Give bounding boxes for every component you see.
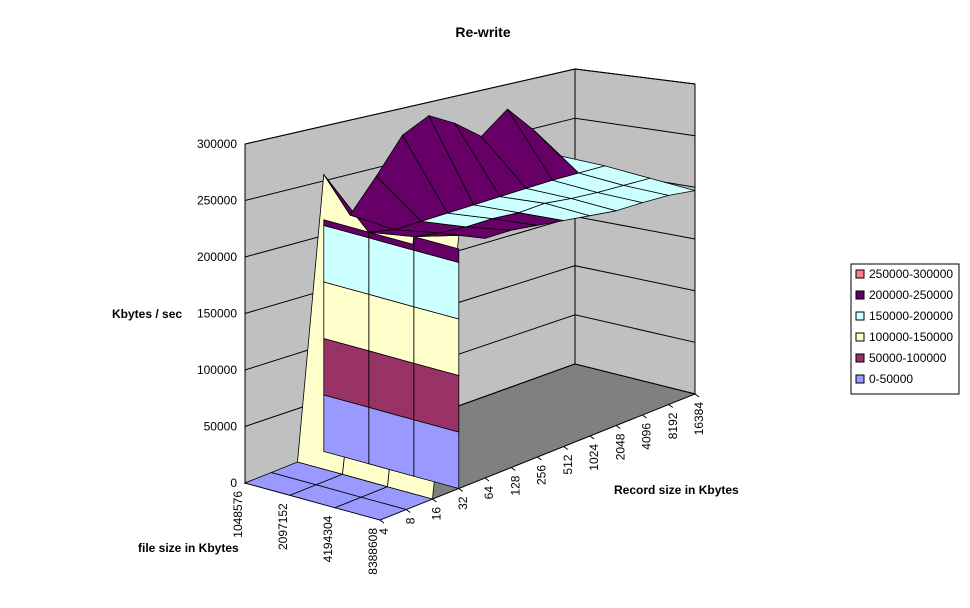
legend-swatch (855, 311, 865, 321)
legend: 250000-300000 200000-250000 150000-200000 1… (850, 263, 960, 395)
x-tick-label: 8 (403, 517, 417, 524)
legend-swatch (855, 332, 865, 342)
x-tick-mark (694, 393, 700, 398)
x-tick-mark (405, 509, 411, 513)
x-tick-label: 128 (508, 475, 522, 495)
x-tick-mark (537, 456, 542, 461)
x-tick-mark (484, 477, 490, 482)
legend-label: 150000-200000 (869, 309, 953, 323)
y-tick-label: 4194304 (321, 515, 335, 562)
surface-plot (243, 108, 696, 521)
legend-label: 100000-150000 (869, 330, 953, 344)
x-tick-mark (563, 446, 569, 450)
legend-swatch (855, 269, 865, 279)
x-tick-label: 16384 (692, 402, 706, 436)
x-tick-mark (642, 414, 647, 419)
x-tick-mark (668, 404, 674, 408)
x-tick-label: 2048 (613, 433, 627, 460)
z-gridline (244, 68, 696, 145)
z-tick-label: 300000 (197, 137, 237, 151)
surface-cell (623, 177, 696, 196)
surface-face (413, 236, 460, 264)
y-axis-title: file size in Kbytes (138, 541, 239, 555)
x-tick-label: 32 (456, 496, 470, 510)
surface-face (323, 219, 370, 239)
x-axis-title: Record size in Kbytes (614, 483, 739, 497)
x-tick-label: 64 (482, 486, 496, 500)
x-tick-mark (510, 467, 516, 471)
x-tick-label: 512 (561, 454, 575, 474)
z-tick-label: 200000 (197, 250, 237, 264)
legend-label: 50000-100000 (869, 351, 947, 365)
x-tick-label: 4096 (640, 423, 654, 450)
x-tick-mark (432, 498, 437, 503)
z-tick-label: 50000 (204, 420, 238, 434)
legend-label: 250000-300000 (869, 267, 953, 281)
x-tick-label: 8192 (666, 412, 680, 439)
z-axis-title: Kbytes / sec (112, 307, 182, 321)
z-tick-label: 0 (230, 476, 237, 490)
x-tick-label: 4 (377, 528, 391, 535)
x-tick-mark (589, 435, 595, 440)
y-tick-label: 2097152 (276, 503, 290, 550)
legend-swatch (855, 353, 865, 363)
x-tick-mark (379, 519, 385, 524)
x-tick-label: 256 (535, 465, 549, 485)
legend-swatch (855, 290, 865, 300)
legend-label: 200000-250000 (869, 288, 953, 302)
z-tick-label: 150000 (197, 307, 237, 321)
legend-box (850, 263, 960, 395)
legend-label: 0-50000 (869, 372, 913, 386)
x-tick-mark (615, 425, 621, 429)
legend-swatch (855, 374, 865, 384)
back-wall (574, 68, 696, 395)
x-tick-label: 1024 (587, 444, 601, 471)
x-tick-mark (458, 488, 464, 492)
z-tick-label: 250000 (197, 194, 237, 208)
chart-axes: 0 50000 100000 150000 200000 250000 300000 4 8 16… (197, 137, 706, 575)
y-tick-label: 1048576 (231, 491, 245, 538)
y-tick-label: 8388608 (366, 528, 380, 575)
chart-title: Re-write (455, 24, 510, 40)
z-tick-label: 100000 (197, 363, 237, 377)
z-gridline (244, 117, 696, 201)
x-tick-label: 16 (430, 507, 444, 521)
